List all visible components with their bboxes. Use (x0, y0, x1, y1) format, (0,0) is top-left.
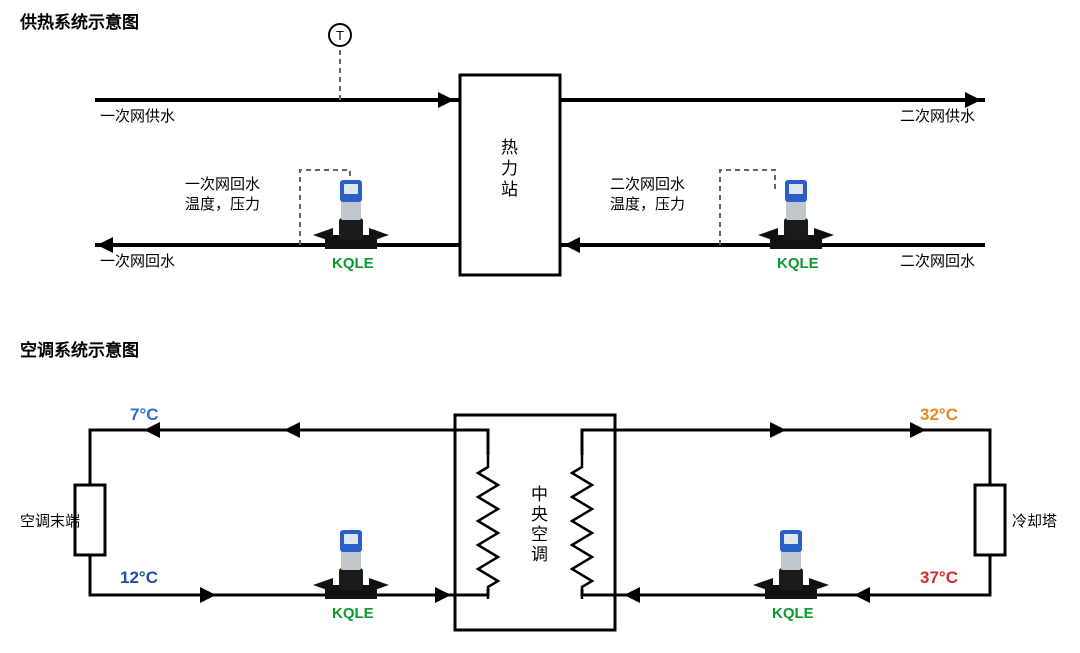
left-bot-arrow-1 (200, 587, 216, 603)
right-top-pipe (582, 430, 990, 485)
secondary-return-note-l1: 二次网回水 (610, 176, 685, 193)
sensor-letter: T (336, 28, 344, 43)
station-label: 热力站 (495, 138, 520, 201)
temp-32c: 32°C (920, 405, 958, 425)
primary-return-note-l1: 一次网回水 (185, 176, 260, 193)
primary-return-label: 一次网回水 (100, 250, 175, 271)
heating-diagram: T 热力站 一次网供水 二次网供水 一次网回水 二次网回水 一次网回水 (0, 10, 1080, 300)
secondary-return-label: 二次网回水 (900, 250, 975, 271)
secondary-return-note: 二次网回水 温度，压力 (610, 175, 685, 214)
left-top-arrow-1 (284, 422, 300, 438)
pump-4 (753, 530, 829, 599)
right-bot-arrow-2 (624, 587, 640, 603)
temp-7c: 7°C (130, 405, 159, 425)
pump-4-label: KQLE (772, 605, 814, 622)
primary-supply-label: 一次网供水 (100, 105, 175, 126)
return-arrow-2 (564, 237, 580, 253)
secondary-supply-label: 二次网供水 (900, 105, 975, 126)
temp-37c: 37°C (920, 568, 958, 588)
left-bot-arrow-2 (435, 587, 451, 603)
terminal-label: 空调末端 (20, 510, 80, 531)
pump-3 (313, 530, 389, 599)
pump-1 (313, 180, 389, 249)
supply-arrow-1 (438, 92, 454, 108)
hvac-diagram: 中央空调 空调末端 冷却塔 KQLE KQLE 7°C 12°C 32°C 37… (0, 370, 1080, 650)
secondary-return-note-l2: 温度，压力 (610, 196, 685, 213)
pump-1-label: KQLE (332, 255, 374, 272)
right-top-arrow-1 (770, 422, 786, 438)
left-top-pipe (90, 430, 488, 485)
pump-2 (758, 180, 834, 249)
hvac-title: 空调系统示意图 (20, 336, 139, 361)
temp-12c: 12°C (120, 568, 158, 588)
primary-return-note-l2: 温度，压力 (185, 196, 260, 213)
pump-2-label: KQLE (777, 255, 819, 272)
tower-box (975, 485, 1005, 555)
right-bot-arrow-1 (854, 587, 870, 603)
pump-3-label: KQLE (332, 605, 374, 622)
tower-label: 冷却塔 (1012, 510, 1057, 531)
primary-return-note: 一次网回水 温度，压力 (185, 175, 260, 214)
central-label: 中央空调 (525, 485, 550, 565)
